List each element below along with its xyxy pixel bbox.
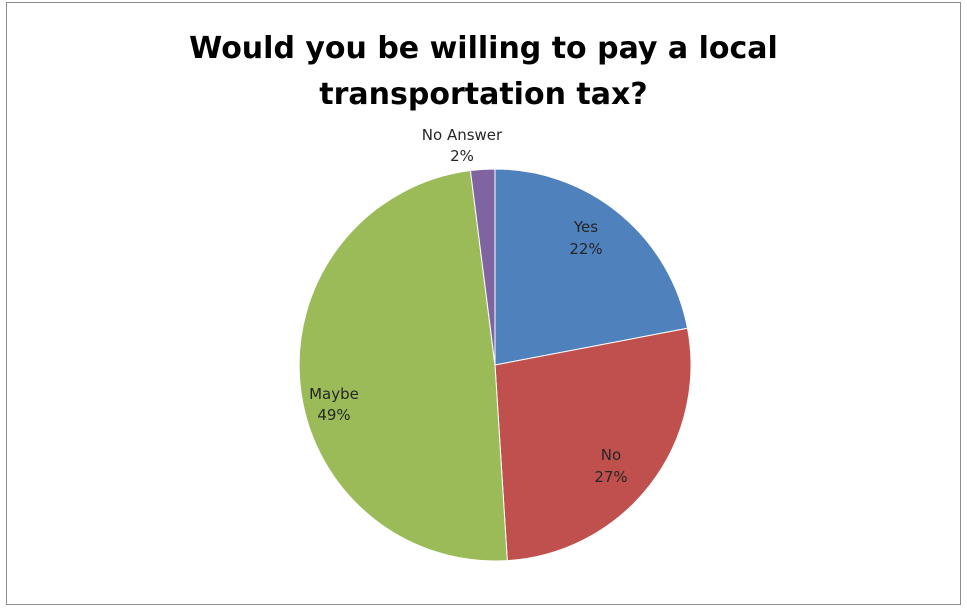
slice-percent-no: 27% <box>594 468 627 486</box>
slice-labels: Yes 22% No 27% Maybe 49% No Answer 2% <box>309 126 628 486</box>
pie-slice-yes <box>494 168 689 366</box>
pie-slice-no-answer <box>469 168 496 366</box>
slice-label-yes: Yes <box>573 218 598 236</box>
pie-slice-no <box>494 327 692 562</box>
slice-percent-no-answer: 2% <box>450 147 474 165</box>
pie-slices <box>298 168 692 562</box>
pie-slice-maybe <box>298 169 508 562</box>
slice-percent-yes: 22% <box>569 240 602 258</box>
slice-label-maybe: Maybe <box>309 385 359 403</box>
slice-label-no: No <box>601 446 621 464</box>
chart-title-line-2: transportation tax? <box>319 77 648 112</box>
chart-title-line-1: Would you be willing to pay a local <box>189 31 778 66</box>
slice-label-no-answer: No Answer <box>422 126 503 144</box>
slice-percent-maybe: 49% <box>317 406 350 424</box>
